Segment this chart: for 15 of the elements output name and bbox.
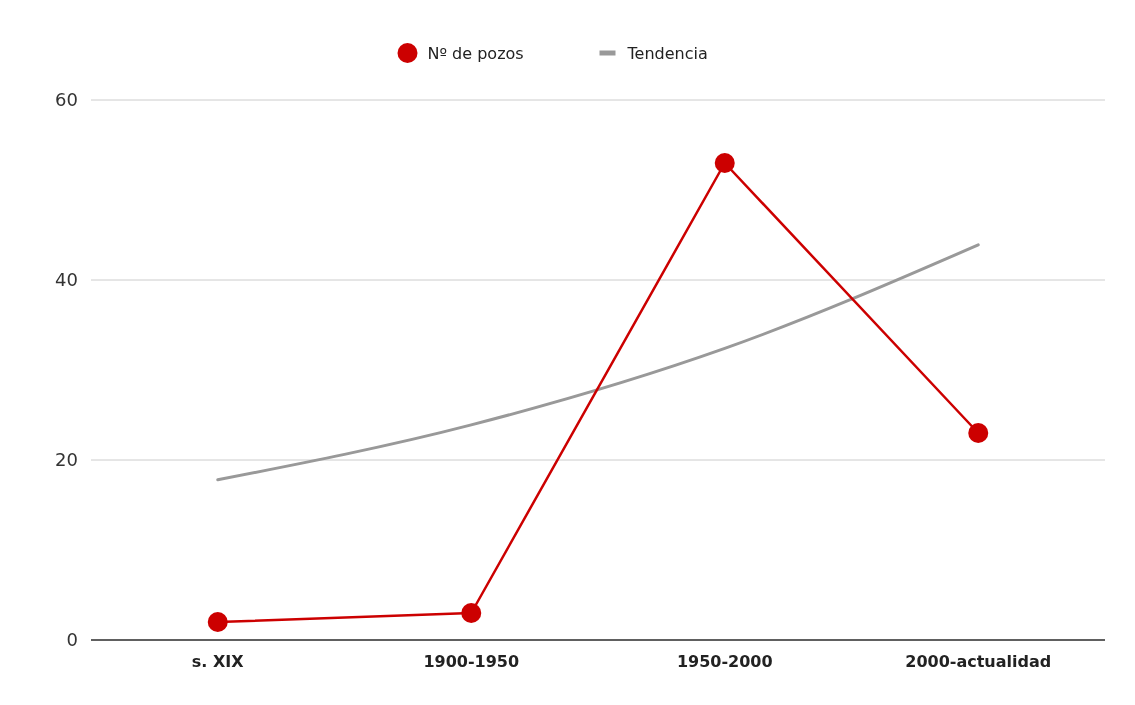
- point: [714, 153, 735, 173]
- x-tick-label: 2000-actualidad: [905, 652, 1052, 671]
- y-tick-label: 60: [55, 89, 78, 111]
- point: [968, 423, 989, 443]
- point: [461, 603, 482, 623]
- x-tick-label: s. XIX: [191, 652, 245, 671]
- x-tick-label: 1950-2000: [676, 652, 773, 671]
- point: [207, 612, 228, 632]
- x-tick-label: 1900-1950: [423, 652, 520, 671]
- legend-label: Tendencia: [626, 43, 708, 63]
- y-tick-label: 20: [55, 449, 78, 471]
- line-series: [216, 243, 980, 482]
- y-tick-label: 40: [55, 269, 78, 291]
- legend-label: Nº de pozos: [427, 43, 524, 63]
- y-tick-label: 0: [66, 629, 78, 651]
